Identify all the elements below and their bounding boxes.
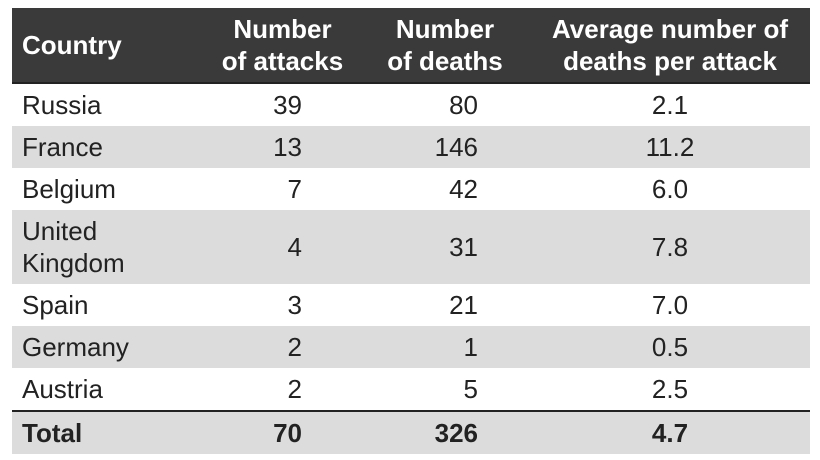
- value-cell: 42: [360, 168, 530, 210]
- data-table: Country Number of attacks Number of deaths Av…: [12, 8, 810, 454]
- total-row: Total 70 326 4.7: [12, 411, 810, 454]
- value-cell: 80: [360, 83, 530, 126]
- header-cell: Number of attacks: [205, 8, 360, 83]
- cell-value: 31: [449, 232, 478, 262]
- cell-text: Austria: [22, 374, 103, 404]
- value-cell: 39: [205, 83, 360, 126]
- table-row: Russia 39 80 2.1: [12, 83, 810, 126]
- value-cell: 326: [360, 411, 530, 454]
- value-cell: 4: [205, 210, 360, 284]
- header-cell: Number of deaths: [360, 8, 530, 83]
- value-cell: 2: [205, 368, 360, 411]
- header-text: of deaths: [387, 46, 503, 76]
- header-cell: Average number of deaths per attack: [530, 8, 810, 83]
- value-cell: 11.2: [530, 126, 810, 168]
- cell-text: Total: [22, 418, 83, 448]
- country-cell: Russia: [12, 83, 205, 126]
- cell-text: France: [22, 132, 103, 162]
- table-header: Country Number of attacks Number of deaths Av…: [12, 8, 810, 83]
- header-text: Average number of: [552, 14, 788, 44]
- header-row: Country Number of attacks Number of deaths Av…: [12, 8, 810, 83]
- value-cell: 6.0: [530, 168, 810, 210]
- cell-value: 13: [273, 132, 302, 162]
- table-row: France 13 146 11.2: [12, 126, 810, 168]
- value-cell: 146: [360, 126, 530, 168]
- table-row: Germany 2 1 0.5: [12, 326, 810, 368]
- country-cell: Spain: [12, 284, 205, 326]
- cell-value: 70: [273, 418, 302, 448]
- cell-text: Russia: [22, 90, 102, 120]
- header-text: Country: [22, 30, 122, 60]
- cell-text: Belgium: [22, 174, 116, 204]
- cell-value: 5: [463, 374, 478, 404]
- value-cell: 13: [205, 126, 360, 168]
- cell-value: 21: [449, 290, 478, 320]
- cell-value: 39: [273, 90, 302, 120]
- country-cell: Belgium: [12, 168, 205, 210]
- cell-value: 4.7: [651, 418, 689, 448]
- value-cell: 5: [360, 368, 530, 411]
- cell-value: 1: [463, 332, 478, 362]
- cell-text: United Kingdom: [22, 216, 125, 278]
- cell-text: Spain: [22, 290, 89, 320]
- header-text: of attacks: [221, 46, 344, 76]
- value-cell: 4.7: [530, 411, 810, 454]
- cell-value: 7: [287, 174, 302, 204]
- header-cell: Country: [12, 8, 205, 83]
- cell-value: 7.0: [651, 290, 689, 320]
- country-cell: United Kingdom: [12, 210, 205, 284]
- value-cell: 3: [205, 284, 360, 326]
- header-text: Number: [395, 14, 495, 44]
- cell-text: Germany: [22, 332, 129, 362]
- table-body: Russia 39 80 2.1 France 13 146 11.2 Belgium 7 42 6.…: [12, 83, 810, 454]
- header-text: deaths per attack: [563, 46, 777, 76]
- cell-value: 2: [287, 332, 302, 362]
- value-cell: 70: [205, 411, 360, 454]
- table-row: Belgium 7 42 6.0: [12, 168, 810, 210]
- table-row: United Kingdom 4 31 7.8: [12, 210, 810, 284]
- cell-value: 0.5: [651, 332, 689, 362]
- value-cell: 2.5: [530, 368, 810, 411]
- cell-value: 42: [449, 174, 478, 204]
- cell-value: 3: [287, 290, 302, 320]
- cell-value: 2: [287, 374, 302, 404]
- value-cell: 2.1: [530, 83, 810, 126]
- country-cell: Germany: [12, 326, 205, 368]
- cell-value: 326: [434, 418, 478, 448]
- value-cell: 0.5: [530, 326, 810, 368]
- value-cell: 21: [360, 284, 530, 326]
- table-row: Spain 3 21 7.0: [12, 284, 810, 326]
- value-cell: 1: [360, 326, 530, 368]
- country-cell: Austria: [12, 368, 205, 411]
- cell-value: 6.0: [651, 174, 689, 204]
- table-row: Austria 2 5 2.5: [12, 368, 810, 411]
- cell-value: 80: [449, 90, 478, 120]
- value-cell: 31: [360, 210, 530, 284]
- cell-value: 2.5: [651, 374, 689, 404]
- value-cell: 7: [205, 168, 360, 210]
- country-cell: Total: [12, 411, 205, 454]
- country-cell: France: [12, 126, 205, 168]
- cell-value: 11.2: [645, 132, 695, 162]
- cell-value: 146: [434, 132, 478, 162]
- header-text: Number: [233, 14, 332, 44]
- value-cell: 7.0: [530, 284, 810, 326]
- value-cell: 2: [205, 326, 360, 368]
- cell-value: 7.8: [651, 232, 689, 262]
- cell-value: 2.1: [651, 90, 689, 120]
- value-cell: 7.8: [530, 210, 810, 284]
- cell-value: 4: [287, 232, 302, 262]
